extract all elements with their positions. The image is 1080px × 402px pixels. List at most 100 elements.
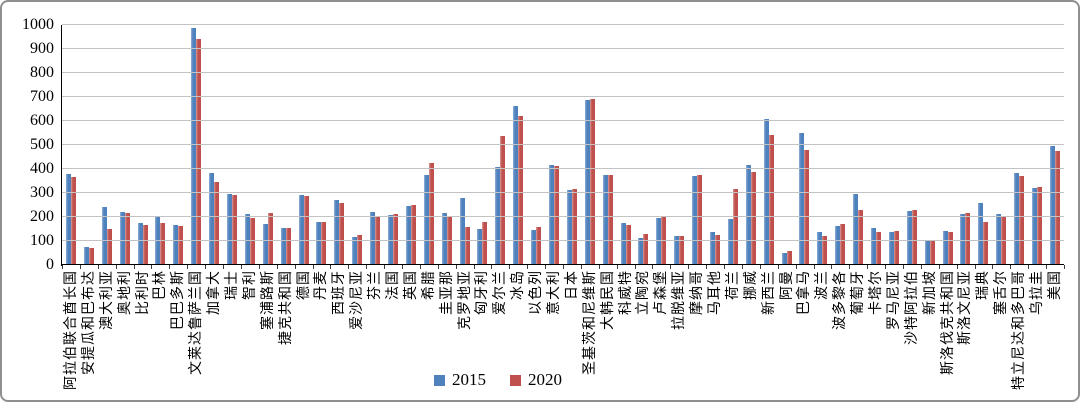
axis-tick — [491, 265, 493, 269]
axis-tick — [849, 265, 851, 269]
bar-2020 — [392, 214, 398, 265]
legend: 2015 2020 — [2, 371, 1036, 389]
bar-group: 比利时 — [134, 25, 152, 315]
axis-tick — [652, 265, 654, 269]
axis-tick — [330, 265, 332, 269]
y-axis-label: 700 — [30, 88, 54, 105]
x-axis-label: 科威特 — [618, 270, 634, 315]
bar-2015 — [191, 27, 197, 265]
x-axis-label: 西班牙 — [332, 270, 348, 315]
bar-2015 — [638, 238, 644, 265]
bar-2020 — [840, 223, 846, 265]
bar-group: 葡萄牙 — [849, 25, 867, 315]
bar-2020 — [267, 212, 273, 265]
plot-area: 阿拉伯联合酋长国 安提瓜和巴布达 澳大利亚 奥地利 比利时 巴林 巴巴多斯 文莱达鲁萨兰国 加拿… — [61, 24, 1065, 390]
axis-tick — [741, 265, 743, 269]
bar-2020 — [357, 234, 363, 265]
bar-2020 — [553, 166, 559, 265]
x-axis-label: 巴林 — [153, 270, 169, 300]
axis-tick — [1046, 265, 1048, 269]
axis-tick — [276, 265, 278, 269]
bar-2015 — [745, 165, 751, 265]
bar-2015 — [727, 218, 733, 265]
x-axis-label: 波多黎各 — [833, 270, 849, 330]
bar-group: 加拿大 — [205, 25, 223, 315]
bar-2015 — [942, 230, 948, 265]
axis-tick — [258, 265, 260, 269]
axis-tick — [527, 265, 529, 269]
bar-2020 — [697, 175, 703, 265]
bar-2020 — [571, 189, 577, 265]
bar-2020 — [160, 222, 166, 265]
axis-tick — [205, 265, 207, 269]
bar-2020 — [893, 230, 899, 265]
bar-2020 — [589, 98, 595, 265]
axis-tick — [401, 265, 403, 269]
x-axis-label: 瑞典 — [976, 270, 992, 300]
bar-2015 — [871, 227, 877, 265]
bar-2015 — [441, 213, 447, 265]
bar-2015 — [781, 252, 787, 265]
x-axis-label: 比利时 — [135, 270, 151, 315]
x-axis-label: 挪威 — [743, 270, 759, 300]
bar-2015 — [262, 223, 268, 265]
bar-2020 — [822, 235, 828, 265]
gridline — [62, 48, 1064, 49]
x-axis-label: 葡萄牙 — [851, 270, 867, 315]
bar-group: 法国 — [384, 25, 402, 300]
y-axis-line — [61, 25, 62, 266]
bar-2015 — [226, 193, 232, 265]
bar-2015 — [423, 175, 429, 265]
axis-tick — [867, 265, 869, 269]
legend-label-2020: 2020 — [528, 370, 562, 389]
bar-series-container: 阿拉伯联合酋长国 安提瓜和巴布达 澳大利亚 奥地利 比利时 巴林 巴巴多斯 文莱达鲁萨兰国 加拿… — [62, 25, 1064, 390]
x-axis-label: 以色列 — [529, 270, 545, 315]
bar-group: 卡塔尔 — [867, 25, 885, 315]
bar-2015 — [459, 197, 465, 265]
y-axis-label: 800 — [30, 64, 54, 81]
bar-2020 — [231, 195, 237, 265]
bar-2015 — [835, 226, 841, 265]
bar-group: 巴拿马 — [796, 25, 814, 315]
y-axis-label: 200 — [30, 208, 54, 225]
bar-2015 — [710, 232, 715, 265]
bar-2015 — [513, 105, 519, 265]
x-axis-label: 卢森堡 — [654, 270, 670, 315]
legend-swatch-2015-icon — [434, 374, 445, 386]
bar-2020 — [929, 240, 935, 265]
bar-group: 马耳他 — [706, 25, 724, 315]
bar-2020 — [142, 225, 148, 265]
bar-2020 — [965, 213, 971, 265]
bar-2015 — [405, 205, 411, 265]
x-axis-label: 拉脱维亚 — [672, 270, 688, 330]
gridline — [62, 240, 1064, 241]
bar-2020 — [715, 235, 720, 265]
bar-2020 — [285, 228, 291, 265]
x-axis-label: 德国 — [296, 270, 312, 300]
bar-group: 奥地利 — [116, 25, 134, 315]
x-axis-label: 希腊 — [421, 270, 437, 300]
bar-group: 丹麦 — [312, 25, 330, 300]
bar-2020 — [804, 149, 810, 265]
bar-group: 以色列 — [527, 25, 545, 315]
x-axis-label: 斯洛文尼亚 — [958, 270, 974, 345]
axis-tick — [133, 265, 135, 269]
bar-2020 — [786, 251, 792, 265]
gridline — [62, 120, 1064, 121]
x-axis-label: 爱沙尼亚 — [350, 270, 366, 330]
bar-2020 — [750, 171, 756, 265]
bar-2020 — [911, 210, 917, 265]
bar-group: 冰岛 — [509, 25, 527, 300]
x-axis-label: 波兰 — [815, 270, 831, 300]
bar-group: 波兰 — [813, 25, 831, 300]
legend-item-2020: 2020 — [510, 371, 562, 389]
axis-tick — [312, 265, 314, 269]
gridline — [62, 96, 1064, 97]
x-axis-label: 大韩民国 — [600, 270, 616, 330]
bar-2020 — [983, 222, 989, 265]
bar-2015 — [548, 164, 554, 265]
gridline — [62, 24, 1064, 25]
axis-tick — [563, 265, 564, 269]
axis-tick — [187, 265, 189, 269]
